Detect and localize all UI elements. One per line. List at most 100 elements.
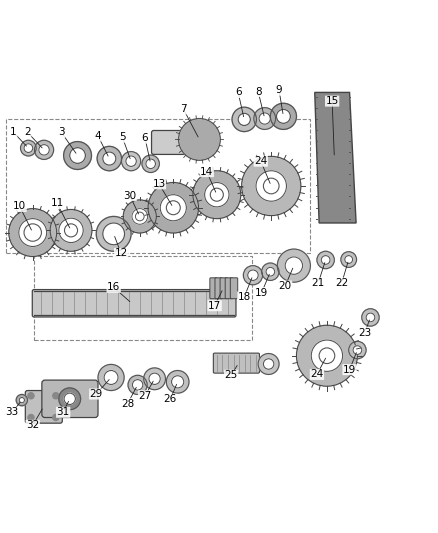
Circle shape <box>64 393 75 405</box>
FancyBboxPatch shape <box>213 353 259 373</box>
FancyBboxPatch shape <box>220 278 227 298</box>
Text: 2: 2 <box>24 127 31 138</box>
Circle shape <box>321 256 330 264</box>
Text: 33: 33 <box>6 407 19 417</box>
FancyBboxPatch shape <box>225 278 233 298</box>
Text: 24: 24 <box>310 369 324 379</box>
Circle shape <box>193 171 241 219</box>
Text: 20: 20 <box>279 281 292 291</box>
FancyBboxPatch shape <box>215 278 223 298</box>
Text: 25: 25 <box>225 370 238 381</box>
Circle shape <box>104 370 118 384</box>
Circle shape <box>259 113 270 124</box>
Circle shape <box>254 108 276 130</box>
Circle shape <box>285 257 303 274</box>
Circle shape <box>362 309 379 326</box>
Circle shape <box>64 142 92 169</box>
Circle shape <box>341 252 357 268</box>
Circle shape <box>311 340 343 372</box>
Circle shape <box>126 156 136 166</box>
FancyBboxPatch shape <box>230 278 238 298</box>
Circle shape <box>19 398 25 403</box>
Circle shape <box>205 182 229 207</box>
Text: 6: 6 <box>142 133 148 143</box>
Text: 30: 30 <box>123 191 136 200</box>
Circle shape <box>263 359 274 369</box>
Circle shape <box>28 393 34 399</box>
Text: 27: 27 <box>138 391 152 401</box>
Circle shape <box>59 388 81 410</box>
Circle shape <box>146 159 155 168</box>
Circle shape <box>144 368 166 390</box>
Text: 9: 9 <box>276 85 283 95</box>
Circle shape <box>53 415 59 421</box>
Text: 23: 23 <box>358 328 371 337</box>
Circle shape <box>132 208 148 224</box>
Text: 29: 29 <box>90 389 103 399</box>
FancyBboxPatch shape <box>152 131 195 155</box>
Circle shape <box>266 268 275 276</box>
Circle shape <box>366 313 375 322</box>
Text: 13: 13 <box>152 179 166 189</box>
FancyBboxPatch shape <box>32 289 236 317</box>
Circle shape <box>166 370 189 393</box>
Circle shape <box>64 224 78 237</box>
Circle shape <box>353 346 362 354</box>
Text: 10: 10 <box>13 201 26 212</box>
Text: 19: 19 <box>343 365 356 375</box>
Text: 1: 1 <box>10 127 17 138</box>
Circle shape <box>128 375 147 394</box>
Circle shape <box>232 107 256 132</box>
FancyBboxPatch shape <box>42 380 98 417</box>
Circle shape <box>172 376 184 388</box>
Text: 31: 31 <box>57 407 70 417</box>
Circle shape <box>276 109 290 123</box>
Circle shape <box>96 216 131 251</box>
Circle shape <box>98 365 124 391</box>
Circle shape <box>166 201 180 215</box>
Circle shape <box>135 212 144 221</box>
Circle shape <box>242 156 301 215</box>
Text: 18: 18 <box>238 292 251 302</box>
Circle shape <box>349 341 366 359</box>
Circle shape <box>24 144 33 152</box>
Circle shape <box>132 379 143 390</box>
Circle shape <box>210 188 223 201</box>
Circle shape <box>160 195 186 221</box>
Circle shape <box>261 263 279 280</box>
Text: 11: 11 <box>50 198 64 208</box>
Circle shape <box>149 373 160 384</box>
FancyBboxPatch shape <box>25 391 62 423</box>
Circle shape <box>142 155 159 173</box>
Circle shape <box>258 353 279 375</box>
Circle shape <box>9 208 57 256</box>
Text: 32: 32 <box>26 421 39 430</box>
Circle shape <box>103 223 124 245</box>
Text: 28: 28 <box>121 399 134 409</box>
Circle shape <box>263 178 279 194</box>
Circle shape <box>53 393 59 399</box>
Circle shape <box>59 218 83 243</box>
Circle shape <box>297 325 357 386</box>
Circle shape <box>50 209 92 251</box>
Circle shape <box>244 265 262 285</box>
Circle shape <box>277 249 311 282</box>
Circle shape <box>248 270 258 280</box>
Text: 21: 21 <box>311 278 325 288</box>
Circle shape <box>103 152 116 165</box>
Polygon shape <box>315 92 356 223</box>
Circle shape <box>179 118 220 160</box>
Circle shape <box>345 256 353 263</box>
Circle shape <box>21 140 36 156</box>
Circle shape <box>39 144 49 155</box>
Text: 17: 17 <box>208 301 221 311</box>
Circle shape <box>148 182 198 233</box>
Circle shape <box>123 200 156 233</box>
Text: 3: 3 <box>58 127 65 138</box>
Text: 24: 24 <box>254 156 268 166</box>
Circle shape <box>270 103 297 130</box>
Circle shape <box>319 348 335 364</box>
Circle shape <box>238 114 251 125</box>
Circle shape <box>19 219 47 246</box>
Circle shape <box>97 147 121 171</box>
